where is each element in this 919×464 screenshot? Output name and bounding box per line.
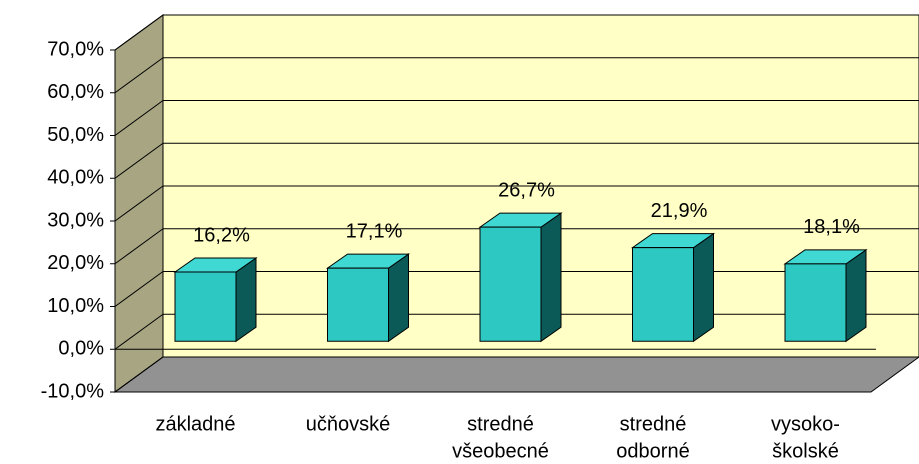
x-tick-label: základné	[155, 413, 235, 435]
grid-line	[114, 14, 164, 51]
grid-line	[114, 185, 164, 222]
grid-line	[114, 356, 164, 393]
y-tick-label: 40,0%	[47, 167, 104, 189]
bar-side	[388, 253, 409, 343]
value-label: 21,9%	[651, 200, 708, 222]
value-label: 18,1%	[803, 216, 860, 238]
value-label: 26,7%	[498, 179, 555, 201]
bar-side	[845, 248, 867, 343]
y-tick-label: 70,0%	[47, 38, 104, 60]
grid-line	[114, 57, 164, 94]
bar	[327, 267, 389, 342]
x-tick-label: stredné	[467, 413, 534, 435]
x-tick-label: školské	[772, 440, 839, 462]
floor	[113, 356, 919, 393]
bar-side	[693, 232, 714, 343]
bar	[632, 247, 694, 342]
bar	[479, 226, 542, 342]
x-tick-label: vysoko-	[771, 413, 840, 435]
y-tick-label: 20,0%	[47, 252, 104, 274]
x-tick-label: odborné	[616, 440, 689, 462]
value-label: 16,2%	[193, 224, 250, 246]
y-tick-label: 30,0%	[47, 209, 104, 231]
value-label: 17,1%	[346, 220, 403, 242]
grid-line	[114, 271, 164, 307]
x-tick-label: stredné	[620, 413, 687, 435]
x-tick-label: všeobecné	[452, 440, 549, 462]
grid-line	[114, 100, 164, 136]
bar	[174, 271, 237, 342]
y-tick-label: 60,0%	[47, 81, 104, 103]
y-tick-label: 0,0%	[58, 338, 104, 360]
bar	[784, 263, 847, 342]
x-tick-label: učňovské	[306, 413, 391, 435]
y-tick-label: 10,0%	[47, 295, 104, 317]
grid-line	[114, 228, 164, 265]
bar-side	[540, 212, 562, 343]
y-tick-label: 50,0%	[47, 124, 104, 146]
grid-line	[114, 142, 164, 179]
y-tick-label: -10,0%	[41, 380, 105, 402]
grid-line	[114, 313, 164, 350]
